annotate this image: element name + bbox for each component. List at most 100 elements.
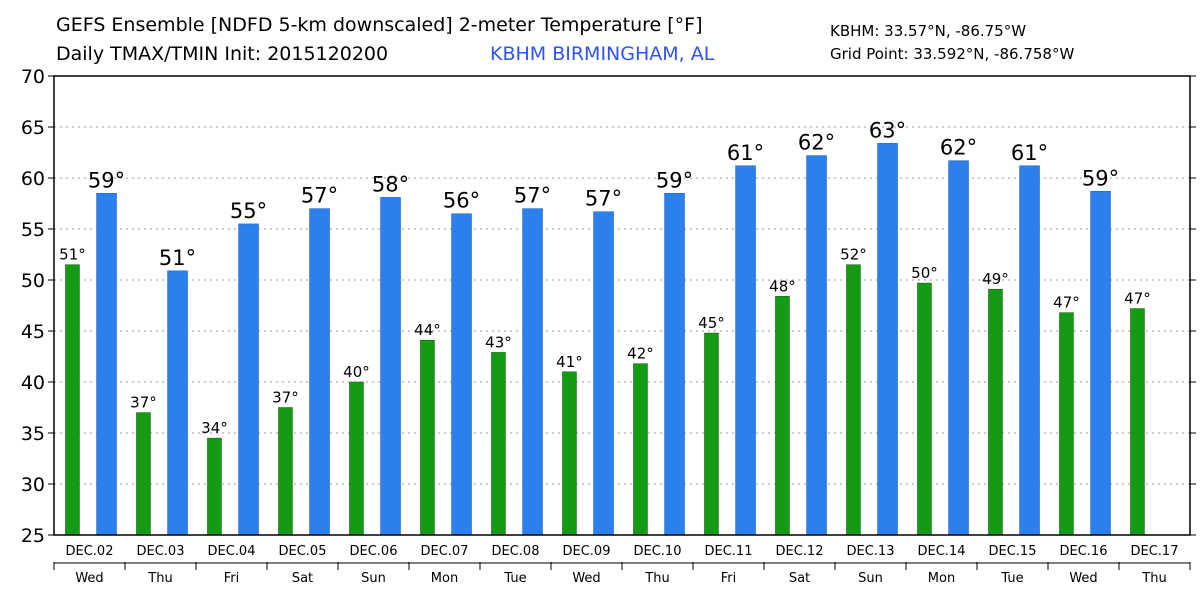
- tmax-label: 63°: [869, 118, 906, 142]
- tmax-label: 56°: [443, 189, 480, 213]
- tmin-label: 47°: [1053, 294, 1080, 312]
- y-tick-label: 70: [21, 66, 45, 88]
- tmin-label: 50°: [911, 264, 938, 282]
- tmin-bar: [420, 339, 435, 536]
- x-date-label: DEC.09: [563, 544, 611, 559]
- axes: 25 30 35 40 45 50 55 60 65 70 DEC.02 Wed DEC.03 Thu DE…: [21, 66, 1196, 586]
- x-weekday-label: Mon: [431, 571, 458, 586]
- tmax-bar: [664, 193, 685, 536]
- tmax-label: 62°: [940, 136, 977, 160]
- tmax-label: 59°: [656, 168, 693, 192]
- tmax-bar: [948, 160, 969, 536]
- x-weekday-label: Thu: [644, 571, 669, 586]
- tmax-bar: [522, 208, 543, 536]
- x-date-label: DEC.06: [350, 544, 398, 559]
- x-date-label: DEC.16: [1060, 544, 1108, 559]
- tmin-label: 47°: [1124, 290, 1151, 308]
- tmax-bar: [735, 165, 756, 536]
- x-weekday-label: Wed: [572, 571, 600, 586]
- tmax-bar: [806, 155, 827, 536]
- x-weekday-label: Mon: [928, 571, 955, 586]
- tmax-label: 58°: [372, 172, 409, 196]
- tmin-label: 40°: [343, 363, 370, 381]
- tmax-label: 59°: [88, 168, 125, 192]
- tmin-bar: [136, 412, 151, 536]
- tmin-bar: [349, 381, 364, 536]
- tmax-bar: [238, 223, 259, 536]
- tmax-label: 62°: [798, 131, 835, 155]
- tmax-bar: [1019, 165, 1040, 536]
- y-tick-label: 55: [21, 219, 45, 241]
- x-date-label: DEC.10: [634, 544, 682, 559]
- x-weekday-label: Fri: [721, 571, 737, 586]
- tmax-label: 61°: [727, 141, 764, 165]
- tmax-bar: [96, 193, 117, 536]
- station-name: KBHM BIRMINGHAM, AL: [490, 43, 715, 65]
- tmin-bar: [491, 352, 506, 536]
- tmax-label: 61°: [1011, 141, 1048, 165]
- x-date-label: DEC.11: [705, 544, 753, 559]
- x-date-label: DEC.03: [137, 544, 185, 559]
- tmax-label: 51°: [159, 246, 196, 270]
- tmax-bar: [877, 143, 898, 536]
- tmin-label: 44°: [414, 321, 441, 339]
- x-date-label: DEC.08: [492, 544, 540, 559]
- x-date-label: DEC.12: [776, 544, 824, 559]
- tmin-bar: [1130, 308, 1145, 536]
- tmin-bar: [278, 407, 293, 536]
- chart-subtitle: Daily TMAX/TMIN Init: 2015120200: [56, 43, 389, 65]
- y-tick-label: 25: [21, 525, 45, 547]
- tmin-bar: [775, 296, 790, 536]
- chart-title: GEFS Ensemble [NDFD 5-km downscaled] 2-m…: [56, 14, 703, 36]
- y-tick-label: 65: [21, 117, 45, 139]
- tmin-bar: [846, 264, 861, 536]
- tmax-label: 55°: [230, 199, 267, 223]
- y-tick-label: 60: [21, 168, 45, 190]
- tmin-bar: [562, 371, 577, 536]
- x-date-label: DEC.14: [918, 544, 966, 559]
- tmax-label: 57°: [301, 184, 338, 208]
- grid-point: Grid Point: 33.592°N, -86.758°W: [830, 45, 1075, 63]
- tmin-label: 51°: [59, 246, 86, 264]
- tmin-label: 42°: [627, 345, 654, 363]
- x-weekday-label: Wed: [75, 571, 103, 586]
- tmin-bar: [65, 264, 80, 536]
- y-tick-label: 35: [21, 423, 45, 445]
- tmin-bar: [633, 363, 648, 536]
- x-date-label: DEC.07: [421, 544, 469, 559]
- x-date-label: DEC.15: [989, 544, 1037, 559]
- tmin-bar: [988, 288, 1003, 536]
- tmin-label: 43°: [485, 333, 512, 351]
- x-weekday-label: Sun: [361, 571, 386, 586]
- y-tick-label: 30: [21, 474, 45, 496]
- tmax-bar: [380, 197, 401, 536]
- x-weekday-label: Thu: [147, 571, 172, 586]
- tmax-label: 57°: [514, 184, 551, 208]
- x-date-label: DEC.02: [66, 544, 114, 559]
- tmax-bar: [1090, 191, 1111, 536]
- x-date-label: DEC.13: [847, 544, 895, 559]
- y-tick-label: 45: [21, 321, 45, 343]
- bars: [65, 143, 1145, 536]
- tmin-label: 52°: [840, 246, 867, 264]
- tmin-label: 48°: [769, 277, 796, 295]
- x-date-label: DEC.17: [1131, 544, 1179, 559]
- tmin-bar: [1059, 312, 1074, 536]
- x-weekday-label: Tue: [503, 571, 526, 586]
- x-weekday-label: Sat: [789, 571, 810, 586]
- tmin-label: 49°: [982, 270, 1009, 288]
- x-date-label: DEC.05: [279, 544, 327, 559]
- tmax-bar: [593, 211, 614, 536]
- tmin-bar: [917, 282, 932, 536]
- tmin-label: 45°: [698, 314, 725, 332]
- x-weekday-label: Fri: [224, 571, 240, 586]
- value-labels: 51° 59° 37° 51° 34° 55° 37° 57° 40° 58° 44° 56° 43° 5…: [59, 118, 1151, 437]
- x-weekday-label: Sat: [292, 571, 313, 586]
- tmax-bar: [309, 208, 330, 536]
- x-weekday-label: Thu: [1141, 571, 1166, 586]
- x-weekday-label: Sun: [858, 571, 883, 586]
- tmax-bar: [167, 270, 188, 536]
- tmax-label: 59°: [1082, 166, 1119, 190]
- tmin-label: 37°: [272, 389, 299, 407]
